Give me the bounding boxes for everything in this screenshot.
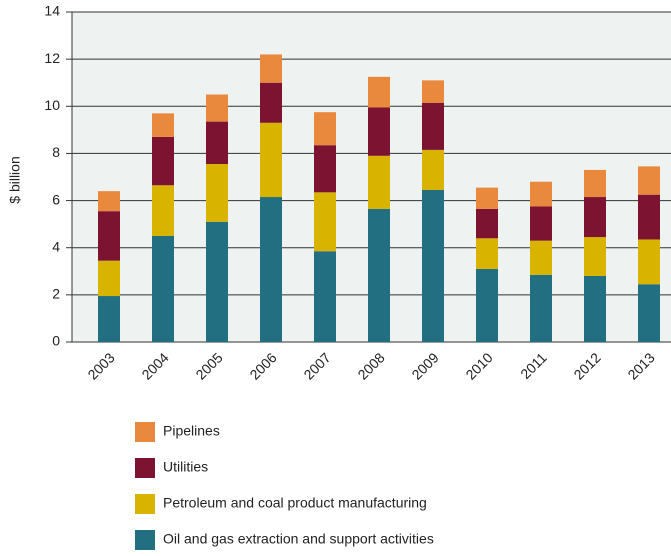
legend-swatch — [135, 494, 155, 514]
bar-segment — [260, 54, 282, 83]
bar-segment — [206, 164, 228, 222]
x-tick-label: 2005 — [192, 349, 225, 382]
bar-segment — [98, 191, 120, 212]
bar-segment — [260, 197, 282, 342]
x-tick-label: 2009 — [408, 349, 441, 382]
y-tick-label: 0 — [52, 333, 60, 349]
bar-segment — [206, 121, 228, 165]
legend-swatch — [135, 422, 155, 442]
legend-swatch — [135, 458, 155, 478]
x-tick-label: 2007 — [300, 349, 333, 382]
bar-segment — [422, 80, 444, 103]
legend-label: Utilities — [163, 459, 208, 475]
bar-segment — [584, 197, 606, 238]
bar-segment — [368, 107, 390, 156]
x-tick-label: 2013 — [624, 349, 657, 382]
x-tick-label: 2010 — [462, 349, 495, 382]
y-tick-label: 8 — [52, 144, 60, 160]
bar-segment — [584, 276, 606, 342]
bar-segment — [476, 187, 498, 209]
y-axis-label: $ billion — [7, 156, 23, 203]
bar-segment — [368, 155, 390, 209]
x-tick-label: 2011 — [517, 349, 550, 382]
bar-segment — [638, 194, 660, 240]
bar-segment — [314, 192, 336, 252]
legend-label: Petroleum and coal product manufacturing — [163, 495, 427, 511]
bar-segment — [260, 82, 282, 123]
y-tick-label: 2 — [52, 286, 60, 302]
bar-segment — [152, 235, 174, 342]
bar-segment — [638, 239, 660, 285]
bar-segment — [476, 268, 498, 342]
bar-segment — [584, 169, 606, 198]
bar-segment — [476, 238, 498, 269]
bar-segment — [152, 185, 174, 236]
x-tick-label: 2006 — [246, 349, 279, 382]
y-tick-label: 4 — [52, 238, 60, 254]
bar-segment — [476, 208, 498, 239]
bar-segment — [422, 149, 444, 190]
bar-segment — [368, 76, 390, 108]
bar-segment — [314, 145, 336, 193]
x-tick-label: 2012 — [570, 349, 603, 382]
bar-segment — [98, 260, 120, 297]
y-tick-label: 6 — [52, 191, 60, 207]
bar-segment — [152, 113, 174, 137]
y-tick-label: 14 — [44, 3, 60, 19]
bar-segment — [314, 112, 336, 146]
legend-swatch — [135, 530, 155, 550]
bar-segment — [368, 208, 390, 342]
bar-segment — [260, 122, 282, 198]
bar-segment — [638, 166, 660, 195]
bar-segment — [530, 206, 552, 241]
legend-label: Pipelines — [163, 423, 220, 439]
bar-segment — [206, 94, 228, 122]
x-tick-label: 2004 — [138, 349, 171, 382]
bar-segment — [152, 136, 174, 186]
bar-segment — [206, 221, 228, 342]
y-tick-label: 12 — [44, 50, 60, 66]
bar-segment — [98, 211, 120, 261]
bar-segment — [422, 102, 444, 150]
x-tick-label: 2003 — [84, 349, 117, 382]
legend-label: Oil and gas extraction and support activ… — [163, 531, 434, 547]
bar-segment — [530, 181, 552, 207]
y-tick-label: 10 — [44, 97, 60, 113]
bar-segment — [530, 274, 552, 342]
x-tick-label: 2008 — [354, 349, 387, 382]
bar-segment — [314, 251, 336, 342]
bar-segment — [98, 296, 120, 342]
bar-segment — [584, 237, 606, 276]
bar-segment — [422, 189, 444, 342]
bar-segment — [530, 240, 552, 275]
bar-segment — [638, 284, 660, 342]
